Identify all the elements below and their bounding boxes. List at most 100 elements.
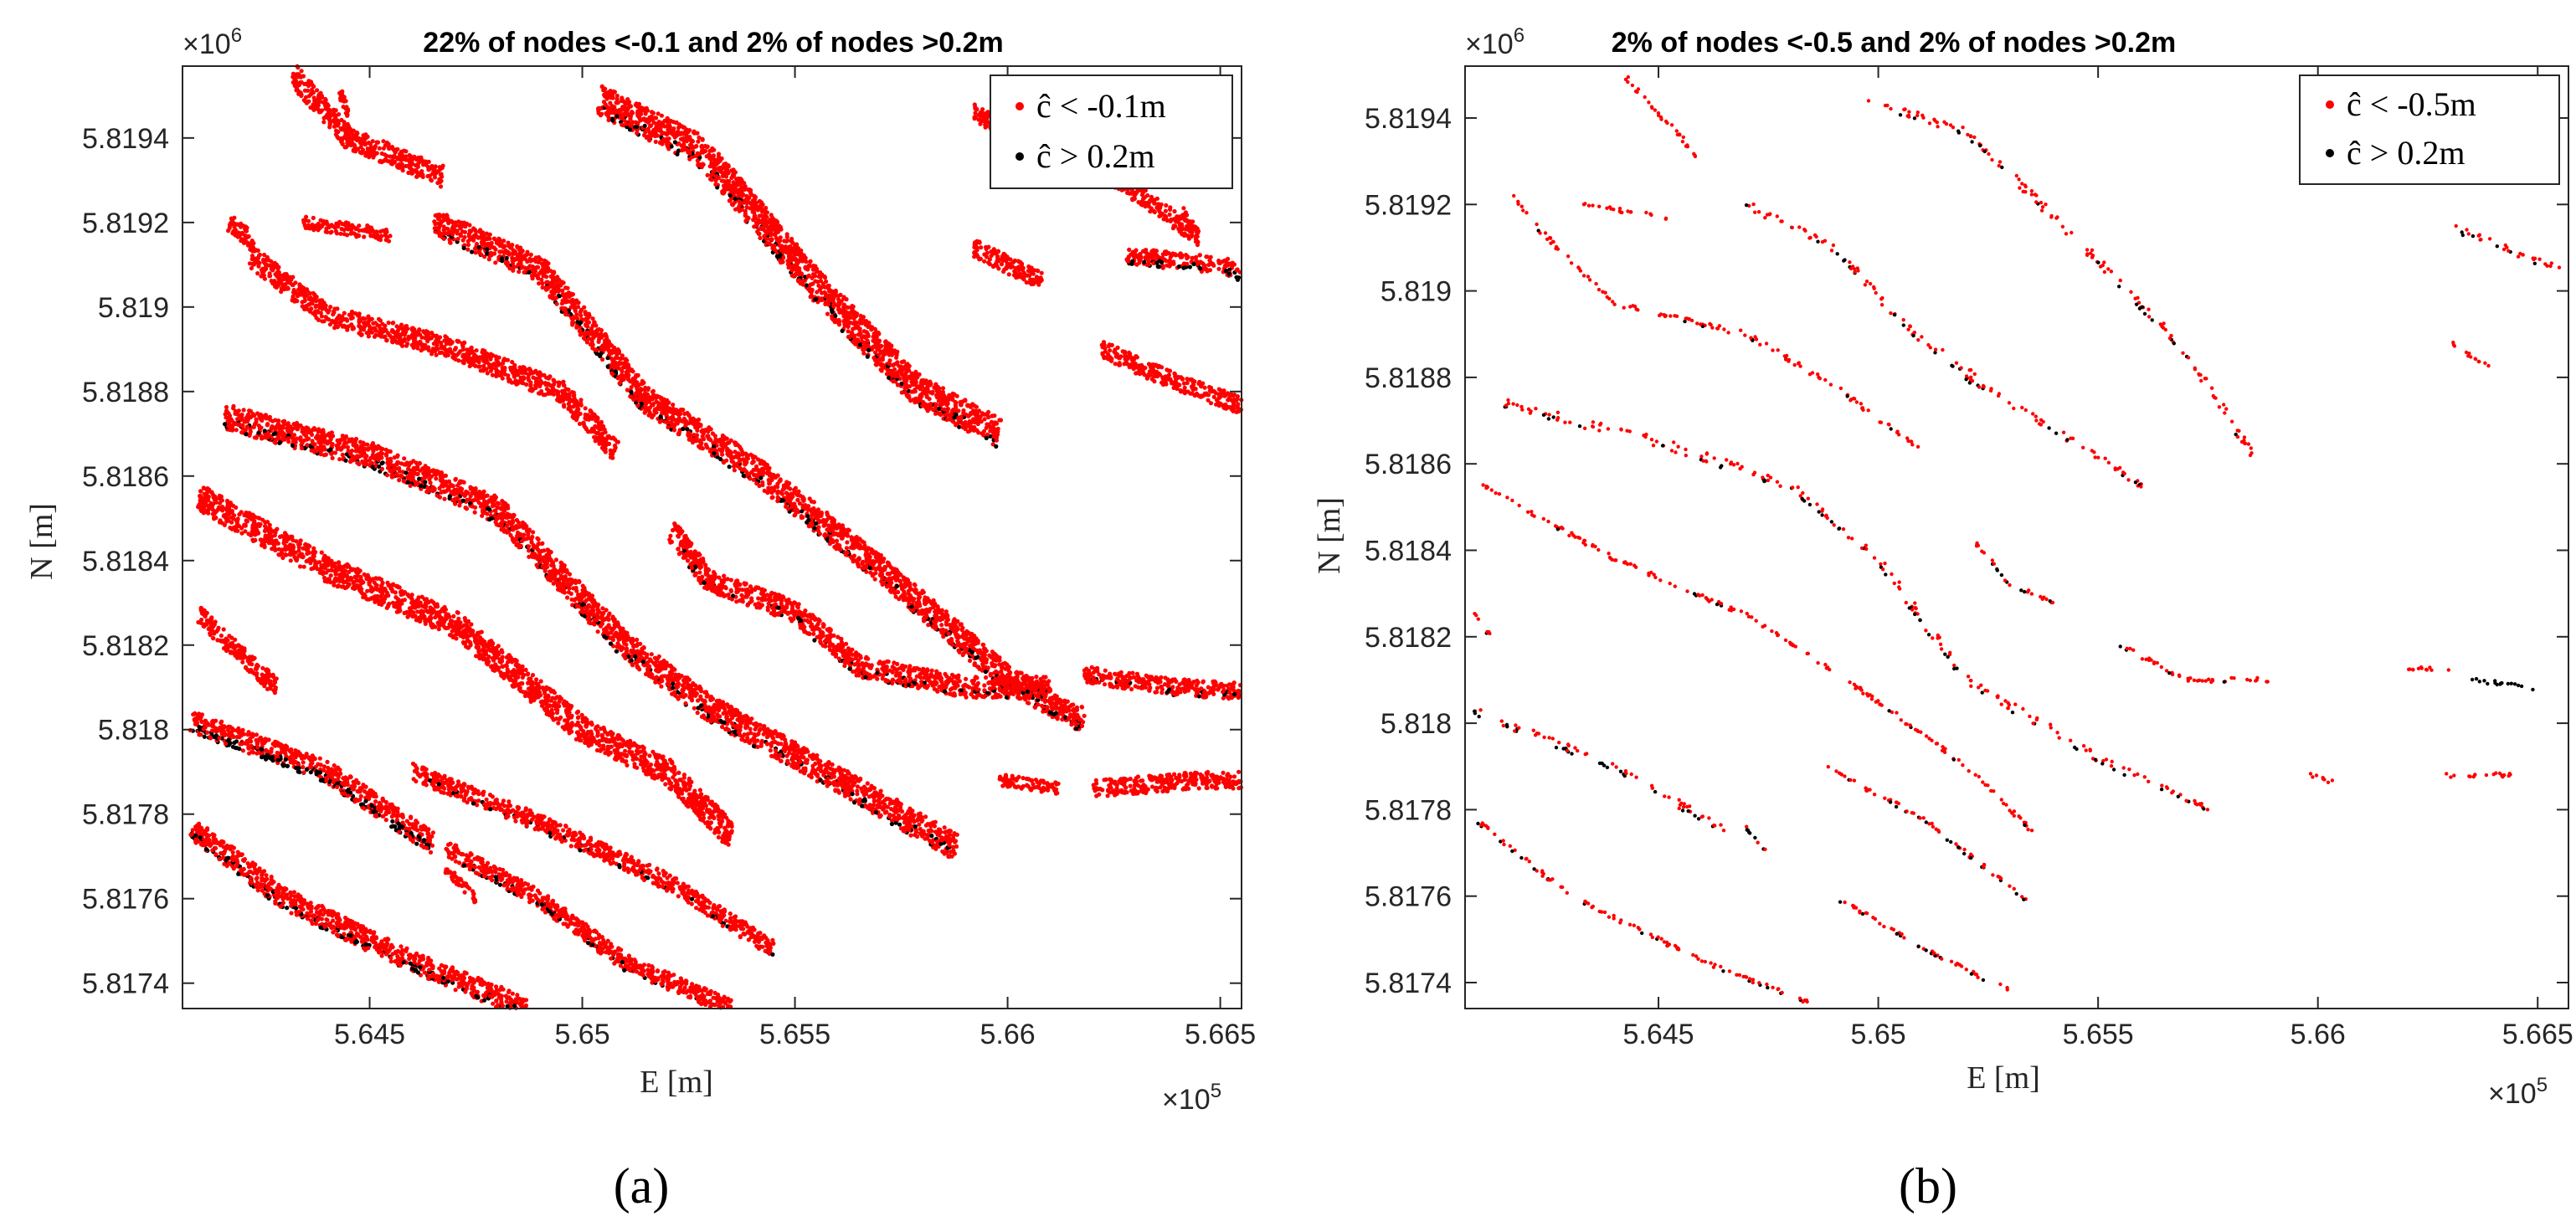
data-point [406, 170, 411, 176]
data-point [613, 369, 619, 374]
data-point [828, 537, 834, 542]
data-point [1184, 218, 1189, 223]
data-point [1192, 226, 1197, 231]
data-point [1032, 705, 1037, 710]
data-point [642, 123, 647, 128]
data-point [744, 198, 750, 203]
data-point [340, 90, 345, 95]
data-point [1059, 703, 1064, 708]
data-point [861, 566, 866, 571]
data-point [681, 408, 686, 413]
data-point [1077, 717, 1082, 722]
data-point [696, 151, 701, 157]
data-point [384, 158, 389, 163]
data-point [861, 351, 866, 356]
data-point [659, 418, 664, 424]
data-point [711, 153, 717, 158]
data-point [650, 389, 656, 394]
data-point [326, 110, 332, 116]
data-point [980, 664, 986, 669]
data-point [602, 86, 607, 91]
data-point [1020, 261, 1025, 266]
data-point [443, 217, 448, 223]
data-point [1161, 217, 1166, 222]
data-point [800, 509, 805, 514]
data-point [610, 118, 615, 123]
data-point [712, 451, 717, 456]
data-point [1216, 266, 1221, 271]
data-point [952, 617, 957, 622]
data-point [748, 476, 753, 481]
data-point [907, 363, 912, 368]
data-point [878, 344, 883, 349]
data-point [315, 88, 320, 93]
data-point [893, 361, 899, 366]
data-point [642, 410, 647, 415]
data-point [987, 261, 992, 266]
data-point [342, 232, 347, 237]
data-point [938, 615, 944, 621]
data-point [745, 217, 750, 222]
data-point [867, 566, 872, 571]
data-point [465, 247, 470, 252]
data-point [638, 388, 644, 393]
data-point [438, 184, 444, 189]
data-point [433, 172, 438, 177]
data-point [351, 148, 356, 153]
data-point [751, 477, 756, 482]
data-point [582, 331, 587, 336]
data-point [741, 473, 746, 479]
data-point [604, 339, 610, 344]
data-point [974, 636, 979, 641]
data-point [493, 260, 498, 265]
data-point [799, 514, 804, 519]
data-point [1049, 711, 1054, 716]
data-point [1055, 716, 1060, 721]
data-point [681, 426, 686, 432]
data-point [446, 218, 452, 223]
data-point [1167, 212, 1172, 217]
data-point [365, 223, 370, 228]
data-point [708, 438, 713, 443]
data-point [364, 228, 370, 234]
data-point [985, 250, 990, 255]
data-point [827, 298, 832, 303]
data-point [889, 580, 894, 585]
data-point [743, 208, 748, 213]
data-point [670, 424, 675, 429]
data-point [960, 652, 965, 658]
data-point [702, 437, 707, 442]
data-point [1195, 234, 1200, 239]
data-point [735, 190, 740, 195]
data-point [505, 249, 510, 254]
data-point [812, 526, 817, 531]
data-point [954, 400, 959, 405]
data-point [696, 139, 701, 144]
data-point [436, 216, 441, 222]
data-point [391, 159, 396, 164]
data-point [512, 264, 517, 270]
data-point [865, 338, 870, 343]
data-point [1014, 670, 1019, 675]
data-point [898, 572, 903, 578]
data-point [620, 356, 625, 361]
data-point [867, 557, 872, 562]
data-point [530, 276, 535, 281]
data-point [306, 99, 311, 104]
data-point [972, 102, 977, 107]
data-point [510, 258, 515, 263]
data-point [969, 424, 974, 429]
data-point [398, 157, 404, 163]
data-point [789, 273, 794, 278]
data-point [586, 331, 591, 336]
data-point [866, 347, 872, 352]
data-point [518, 259, 523, 264]
data-point [307, 225, 312, 230]
data-point [956, 408, 961, 413]
data-point [984, 435, 989, 441]
data-point [859, 336, 864, 341]
data-point [926, 623, 931, 628]
data-point [990, 660, 995, 666]
data-point [995, 254, 1000, 259]
data-point [958, 642, 963, 647]
